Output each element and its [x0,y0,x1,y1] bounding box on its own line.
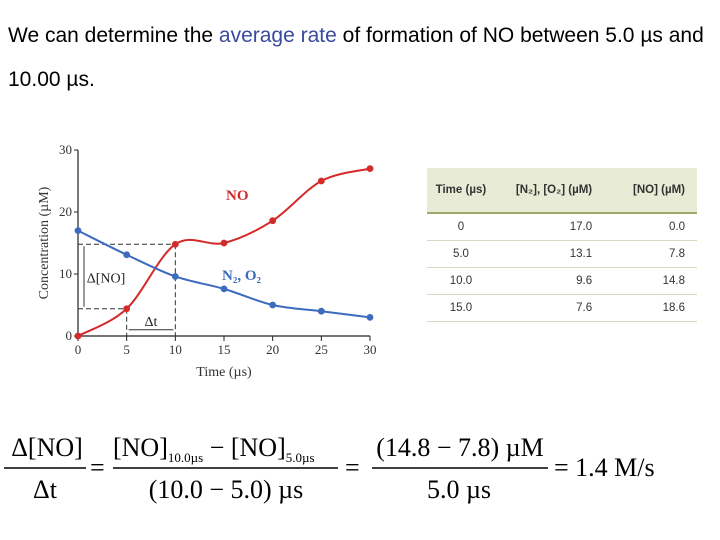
table-cell: 9.6 [494,267,619,295]
n2-o2-data-point [220,285,228,293]
n2-o2-data-point [269,301,277,309]
table-header-time: Time (µs) [427,168,495,214]
eq-equals-2: = [345,453,360,482]
no-data-point [366,165,374,172]
table-cell: 0 [427,213,495,241]
x-tick-label: 30 [364,342,377,357]
no-data-point [220,239,228,247]
table-row: 5.0 13.1 7.8 [427,240,697,268]
chart-series [74,165,374,340]
eq-lhs-denominator: Δt [33,475,58,504]
y-axis-title: Concentration (µM) [37,186,52,299]
x-tick-label: 10 [169,342,182,357]
table-cell: 18.6 [618,294,697,322]
table-cell: 13.1 [494,240,619,268]
concentration-table: Time (µs) [N₂], [O₂] (µM) [NO] (µM) 0 17… [427,168,697,322]
no-data-point [171,240,179,248]
table-cell: 14.8 [618,267,697,295]
intro-text: We can determine the average rate of for… [8,14,713,102]
eq-mid-denominator: (10.0 − 5.0) µs [149,475,304,504]
y-tick-label: 0 [66,328,73,343]
concentration-chart: 0 5 10 15 20 25 30 0 10 20 30 Time (µs) Concentratio… [37,142,377,380]
chart-labels: NO N₂, O₂ [222,188,261,284]
eq-no-b: [NO] [231,433,286,462]
intro-text-before: We can determine the [8,24,219,47]
no-data-point [317,177,325,185]
no-data-point [269,217,277,225]
y-tick-label: 10 [59,266,72,281]
x-tick-label: 5 [123,342,130,357]
y-tick-label: 20 [59,204,72,219]
delta-no-label: Δ[NO] [87,271,126,286]
table-header-row: Time (µs) [N₂], [O₂] (µM) [NO] (µM) [427,168,697,214]
table-cell: 15.0 [427,294,495,322]
y-tick-label: 30 [59,142,72,157]
table-row: 15.0 7.6 18.6 [427,294,697,322]
eq-result: = 1.4 M/s [554,453,655,482]
n2-o2-data-point [317,307,325,315]
chart-guides: Δ[NO] Δt [78,243,176,336]
eq-mid-numerator: [NO]10.0µs − [NO]5.0µs [113,433,315,465]
eq-rhs-numerator: (14.8 − 7.8) µM [376,433,544,462]
table-header-no: [NO] (µM) [618,168,697,214]
intro-text-after: of formation of NO between 5.0 µs and 10… [8,24,704,91]
intro-highlight: average rate [218,24,337,47]
table-row: 10.0 9.6 14.8 [427,267,697,295]
eq-minus: − [203,433,231,462]
n2-o2-data-point [74,227,82,234]
table-cell: 0.0 [618,213,697,241]
table-cell: 7.6 [494,294,619,322]
eq-no-a: [NO] [113,433,168,462]
x-axis-title: Time (µs) [196,365,252,380]
table-cell: 5.0 [427,240,495,268]
eq-rhs-denominator: 5.0 µs [427,475,491,504]
no-series-label: NO [226,188,249,204]
n2-o2-series-label: N₂, O₂ [222,268,261,284]
eq-equals-1: = [90,453,105,482]
table-header-n2o2: [N₂], [O₂] (µM) [494,168,619,214]
table-cell: 7.8 [618,240,697,268]
table-cell: 17.0 [494,213,619,241]
n2-o2-data-point [171,273,179,280]
delta-t-label: Δt [145,315,158,330]
eq-no-a-sub: 10.0µs [168,450,203,465]
table-row: 0 17.0 0.0 [427,213,697,241]
table-cell: 10.0 [427,267,495,295]
eq-lhs-numerator: Δ[NO] [11,433,83,462]
x-tick-label: 25 [315,342,328,357]
x-tick-label: 20 [266,342,279,357]
x-tick-label: 0 [75,342,82,357]
rate-equation: Δ[NO] Δt = [NO]10.0µs − [NO]5.0µs (10.0 … [4,433,655,504]
x-tick-label: 15 [218,342,231,357]
no-data-point [123,305,131,313]
n2-o2-data-point [123,251,131,259]
eq-no-b-sub: 5.0µs [286,450,315,465]
n2-o2-data-point [366,314,374,321]
no-data-point [74,332,82,340]
chart-axes: 0 5 10 15 20 25 30 0 10 20 30 Time (µs) Concentratio… [37,142,377,380]
